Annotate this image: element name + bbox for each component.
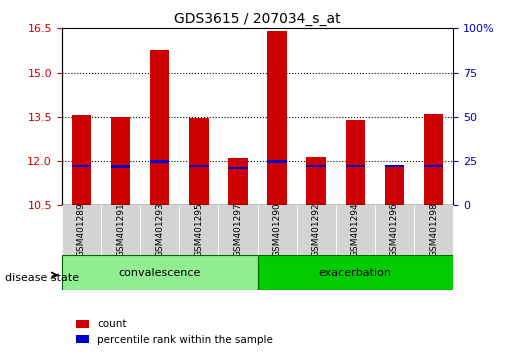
Text: GSM401298: GSM401298 xyxy=(429,203,438,257)
Bar xyxy=(267,160,287,163)
Bar xyxy=(385,166,404,205)
FancyBboxPatch shape xyxy=(258,205,297,255)
FancyBboxPatch shape xyxy=(140,205,179,255)
FancyBboxPatch shape xyxy=(62,255,258,290)
Bar xyxy=(111,165,130,167)
Text: GSM401296: GSM401296 xyxy=(390,203,399,257)
Bar xyxy=(150,51,169,205)
Text: GSM401297: GSM401297 xyxy=(233,203,243,257)
FancyBboxPatch shape xyxy=(414,205,453,255)
Bar xyxy=(111,117,130,205)
Bar xyxy=(228,167,248,169)
FancyBboxPatch shape xyxy=(297,205,336,255)
Bar xyxy=(385,165,404,167)
Text: exacerbation: exacerbation xyxy=(319,268,392,278)
Text: convalescence: convalescence xyxy=(118,268,201,278)
FancyBboxPatch shape xyxy=(375,205,414,255)
Bar xyxy=(306,156,326,205)
Bar xyxy=(189,165,209,167)
Text: disease state: disease state xyxy=(5,273,79,283)
Bar xyxy=(72,115,91,205)
Text: GSM401294: GSM401294 xyxy=(351,203,360,257)
Title: GDS3615 / 207034_s_at: GDS3615 / 207034_s_at xyxy=(174,12,341,26)
Text: GSM401289: GSM401289 xyxy=(77,203,86,257)
FancyBboxPatch shape xyxy=(179,205,218,255)
FancyBboxPatch shape xyxy=(101,205,140,255)
Text: GSM401290: GSM401290 xyxy=(272,203,282,257)
Text: GSM401291: GSM401291 xyxy=(116,203,125,257)
Bar xyxy=(150,160,169,163)
Bar xyxy=(228,158,248,205)
Bar xyxy=(306,165,326,167)
Bar xyxy=(424,165,443,167)
FancyBboxPatch shape xyxy=(62,205,101,255)
Bar xyxy=(72,165,91,167)
Bar xyxy=(346,165,365,167)
Bar xyxy=(189,118,209,205)
Legend: count, percentile rank within the sample: count, percentile rank within the sample xyxy=(72,315,277,349)
Text: GSM401295: GSM401295 xyxy=(194,203,203,257)
Bar xyxy=(346,120,365,205)
Text: GSM401292: GSM401292 xyxy=(312,203,321,257)
FancyBboxPatch shape xyxy=(218,205,258,255)
Bar xyxy=(267,31,287,205)
FancyBboxPatch shape xyxy=(336,205,375,255)
FancyBboxPatch shape xyxy=(258,255,453,290)
Bar xyxy=(424,114,443,205)
Text: GSM401293: GSM401293 xyxy=(155,203,164,257)
